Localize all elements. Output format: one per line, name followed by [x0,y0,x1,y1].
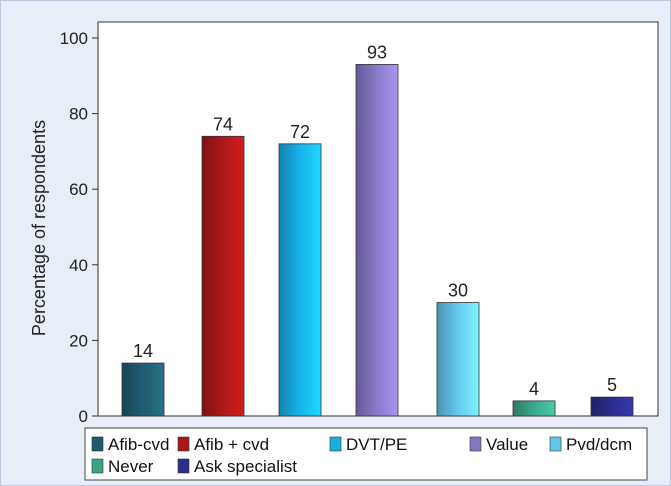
legend-label: Afib-cvd [108,435,169,454]
y-tick-label: 0 [79,407,88,426]
legend-label: Afib + cvd [194,435,269,454]
legend: Afib-cvd Afib + cvd DVT/PE Value Pvd/dcm Neve… [91,435,632,476]
bars: 14 74 72 93 30 4 5 [121,42,634,417]
y-tick-label: 60 [69,180,88,199]
y-tick-label: 40 [69,256,88,275]
bar-value-label: 30 [448,281,468,301]
legend-label: Value [486,435,528,454]
y-tick-label: 20 [69,331,88,350]
legend-swatch [177,458,190,474]
legend-swatch [329,436,342,452]
y-tick-label: 100 [60,29,88,48]
bar-value-label: 93 [367,42,387,62]
legend-swatch [469,436,482,452]
y-axis: 0 20 40 60 80 100 [60,29,98,426]
legend-swatch [549,436,562,452]
bar-never [512,400,556,417]
legend-label: Never [108,457,154,476]
bar-afib-cvd [201,135,245,417]
legend-label: DVT/PE [346,435,407,454]
legend-swatch [177,436,190,452]
y-axis-title: Percentage of respondents [29,120,49,336]
legend-label: Ask specialist [194,457,297,476]
bar-value-label: 4 [529,379,539,399]
bar-value-label: 74 [213,114,233,134]
bar-pvd-dcm [436,302,480,417]
legend-label: Pvd/dcm [566,435,632,454]
bar-value-label: 14 [133,341,153,361]
y-tick-label: 80 [69,105,88,124]
bar-afib-cvd [121,362,165,417]
legend-swatch [91,436,104,452]
bar-value [355,64,399,417]
legend-swatch [91,458,104,474]
bar-ask-specialist [590,396,634,417]
bar-value-label: 72 [290,122,310,142]
bar-dvt-pe [278,143,322,417]
bar-value-label: 5 [607,375,617,395]
